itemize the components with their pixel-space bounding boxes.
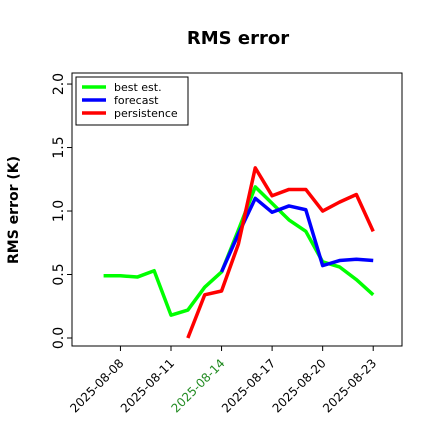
legend-label: best est. — [114, 81, 162, 94]
x-tick-label: 2025-08-23 — [320, 356, 379, 415]
y-tick-label: 0.0 — [51, 327, 67, 349]
plot-frame — [71, 72, 403, 347]
legend-label: forecast — [114, 94, 159, 107]
legend-label: persistence — [114, 107, 178, 120]
series-line — [219, 196, 374, 273]
y-tick-label: 1.5 — [51, 136, 67, 158]
y-tick-label: 1.0 — [51, 200, 67, 222]
y-axis-label: RMS error (K) — [6, 156, 22, 264]
chart-title: RMS error — [187, 28, 289, 49]
series-line — [186, 166, 375, 339]
y-tick-label: 0.5 — [51, 263, 67, 285]
y-tick-label: 2.0 — [51, 73, 67, 95]
